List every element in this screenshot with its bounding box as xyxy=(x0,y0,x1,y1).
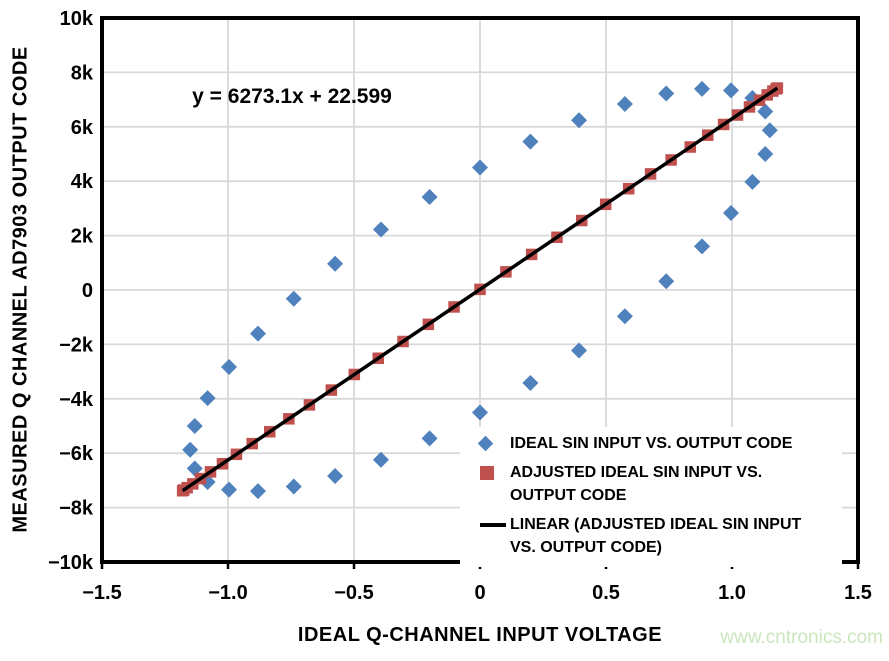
diamond-marker xyxy=(761,122,778,139)
y-tick-label: −4k xyxy=(59,389,94,411)
diamond-marker xyxy=(616,96,633,113)
diamond-marker xyxy=(658,273,675,290)
diamond-marker xyxy=(722,204,739,221)
y-axis-title: MEASURED Q CHANNEL AD7903 OUTPUT CODE xyxy=(9,46,32,533)
y-tick-label: −6k xyxy=(59,443,94,465)
x-axis-title: IDEAL Q-CHANNEL INPUT VOLTAGE xyxy=(297,624,663,646)
diamond-marker xyxy=(694,80,711,97)
diamond-marker xyxy=(421,430,438,447)
y-tick-label: 6k xyxy=(71,117,94,139)
legend-label-line: ADJUSTED IDEAL SIN INPUT VS. xyxy=(510,464,763,481)
diamond-marker xyxy=(249,325,266,342)
legend-label-line: OUTPUT CODE xyxy=(510,487,627,504)
y-tick-label: 8k xyxy=(71,62,94,84)
watermark: www.cntronics.com xyxy=(720,627,883,648)
diamond-marker xyxy=(285,290,302,307)
x-tick-label: −1.5 xyxy=(82,582,121,604)
diamond-marker xyxy=(472,404,488,421)
diamond-marker xyxy=(616,308,633,325)
legend-marker-cell xyxy=(474,432,510,455)
y-tick-label: −2k xyxy=(59,334,94,356)
diamond-marker xyxy=(694,238,711,255)
legend-item: ADJUSTED IDEAL SIN INPUT VS. OUTPUT CODE xyxy=(474,461,842,507)
legend-label: ADJUSTED IDEAL SIN INPUT VS. OUTPUT CODE xyxy=(510,461,762,507)
legend: IDEAL SIN INPUT VS. OUTPUT CODE ADJUSTED … xyxy=(460,427,842,567)
legend-square-icon xyxy=(480,465,494,480)
x-tick-label: 1.0 xyxy=(718,582,746,604)
legend-label-line: LINEAR (ADJUSTED IDEAL SIN INPUT xyxy=(510,516,802,533)
diamond-marker xyxy=(372,451,389,468)
legend-marker-cell xyxy=(474,513,510,536)
legend-label: IDEAL SIN INPUT VS. OUTPUT CODE xyxy=(510,432,792,455)
equation-annotation: y = 6273.1x + 22.599 xyxy=(192,85,392,108)
diamond-marker xyxy=(221,359,238,376)
diamond-marker xyxy=(199,390,216,407)
legend-item: LINEAR (ADJUSTED IDEAL SIN INPUT VS. OUTP… xyxy=(474,513,842,559)
y-tick-label: 0 xyxy=(82,280,93,302)
legend-label-line: VS. OUTPUT CODE) xyxy=(510,539,663,556)
diamond-marker xyxy=(522,374,539,391)
diamond-marker xyxy=(221,481,238,498)
diamond-marker xyxy=(186,460,203,477)
legend-label: LINEAR (ADJUSTED IDEAL SIN INPUT VS. OUTP… xyxy=(510,513,801,559)
x-tick-label: 1.5 xyxy=(844,582,872,604)
diamond-marker xyxy=(722,82,739,99)
y-tick-label: −10k xyxy=(48,552,94,574)
x-tick-label: −1.0 xyxy=(208,582,247,604)
diamond-marker xyxy=(249,483,266,500)
diamond-marker xyxy=(757,103,774,120)
legend-item: IDEAL SIN INPUT VS. OUTPUT CODE xyxy=(474,432,842,455)
diamond-marker xyxy=(744,173,761,190)
x-tick-label: −0.5 xyxy=(334,582,373,604)
legend-diamond-icon xyxy=(477,435,494,452)
x-tick-label: 0.5 xyxy=(592,582,620,604)
legend-marker-cell xyxy=(474,461,510,484)
diamond-marker xyxy=(372,221,389,238)
y-tick-label: −8k xyxy=(59,498,94,520)
diamond-marker xyxy=(421,189,438,206)
y-tick-label: 4k xyxy=(71,171,94,193)
diamond-marker xyxy=(285,478,302,495)
diamond-marker xyxy=(186,417,203,434)
y-tick-label: 10k xyxy=(60,8,94,30)
diamond-marker xyxy=(327,467,344,484)
legend-line-icon xyxy=(480,522,506,527)
diamond-marker xyxy=(472,159,488,176)
y-tick-label: 2k xyxy=(71,226,94,248)
diamond-marker xyxy=(571,342,588,359)
diamond-marker xyxy=(182,441,199,458)
diamond-marker xyxy=(522,133,539,150)
diamond-marker xyxy=(327,255,344,272)
trend-line xyxy=(181,86,779,493)
diamond-marker xyxy=(658,85,675,102)
x-tick-label: 0 xyxy=(474,582,485,604)
legend-label-line: IDEAL SIN INPUT VS. OUTPUT CODE xyxy=(510,435,793,452)
diamond-marker xyxy=(571,112,588,129)
diamond-marker xyxy=(757,146,774,163)
